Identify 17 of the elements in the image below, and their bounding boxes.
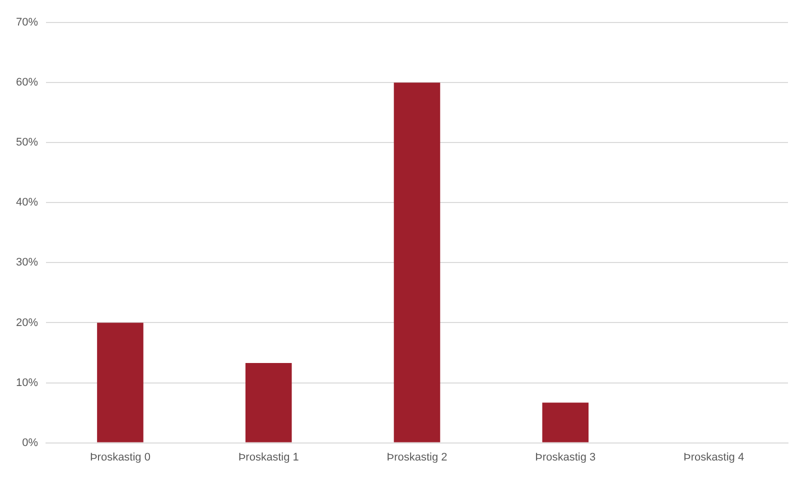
bar [245, 362, 292, 442]
y-tick-label: 20% [16, 316, 38, 329]
y-tick-label: 60% [16, 76, 38, 89]
x-tick-label: Þroskastig 0 [90, 451, 150, 464]
x-tick-label: Þroskastig 3 [535, 451, 596, 464]
y-tick-label: 70% [16, 16, 38, 29]
y-tick-label: 10% [16, 376, 38, 389]
x-tick-label: Þroskastig 2 [386, 451, 448, 464]
bar [542, 402, 589, 442]
bar [97, 322, 144, 442]
x-tick-label: Þroskastig 4 [684, 451, 744, 464]
x-tick-label: Þroskastig 1 [238, 451, 299, 464]
y-tick-label: 0% [22, 436, 38, 449]
y-tick-label: 30% [16, 256, 38, 269]
y-tick-label: 50% [16, 136, 38, 149]
bar [394, 82, 440, 442]
y-tick-label: 40% [16, 196, 38, 209]
